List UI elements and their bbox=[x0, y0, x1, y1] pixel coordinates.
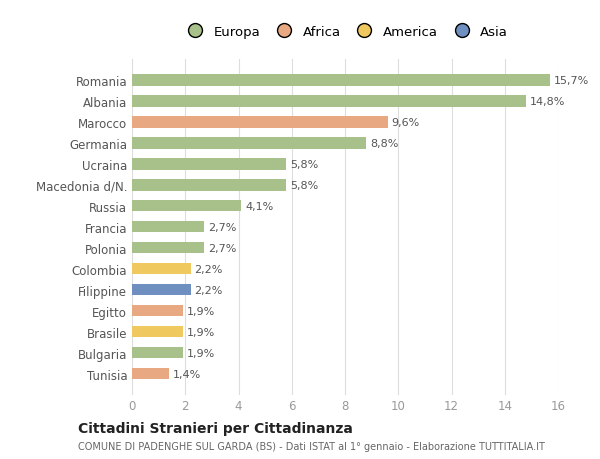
Text: 1,9%: 1,9% bbox=[187, 306, 215, 316]
Bar bbox=[132, 117, 388, 128]
Bar bbox=[132, 368, 169, 380]
Bar bbox=[132, 221, 204, 233]
Bar bbox=[132, 347, 182, 358]
Bar bbox=[132, 263, 191, 275]
Text: 1,9%: 1,9% bbox=[187, 348, 215, 358]
Bar bbox=[132, 305, 182, 317]
Text: Cittadini Stranieri per Cittadinanza: Cittadini Stranieri per Cittadinanza bbox=[78, 421, 353, 436]
Bar bbox=[132, 75, 550, 86]
Text: 8,8%: 8,8% bbox=[370, 139, 398, 148]
Text: 1,4%: 1,4% bbox=[173, 369, 202, 379]
Bar bbox=[132, 201, 241, 212]
Text: 5,8%: 5,8% bbox=[290, 180, 319, 190]
Text: 5,8%: 5,8% bbox=[290, 159, 319, 169]
Bar bbox=[132, 326, 182, 338]
Text: 4,1%: 4,1% bbox=[245, 202, 274, 211]
Text: 2,7%: 2,7% bbox=[208, 222, 236, 232]
Text: COMUNE DI PADENGHE SUL GARDA (BS) - Dati ISTAT al 1° gennaio - Elaborazione TUTT: COMUNE DI PADENGHE SUL GARDA (BS) - Dati… bbox=[78, 441, 545, 451]
Text: 2,2%: 2,2% bbox=[194, 285, 223, 295]
Bar bbox=[132, 242, 204, 254]
Text: 9,6%: 9,6% bbox=[392, 118, 420, 128]
Bar bbox=[132, 96, 526, 107]
Legend: Europa, Africa, America, Asia: Europa, Africa, America, Asia bbox=[182, 26, 508, 39]
Text: 15,7%: 15,7% bbox=[554, 76, 589, 86]
Bar bbox=[132, 159, 286, 170]
Text: 2,7%: 2,7% bbox=[208, 243, 236, 253]
Bar bbox=[132, 138, 366, 149]
Bar bbox=[132, 284, 191, 296]
Text: 2,2%: 2,2% bbox=[194, 264, 223, 274]
Text: 14,8%: 14,8% bbox=[530, 96, 565, 106]
Text: 1,9%: 1,9% bbox=[187, 327, 215, 337]
Bar bbox=[132, 179, 286, 191]
